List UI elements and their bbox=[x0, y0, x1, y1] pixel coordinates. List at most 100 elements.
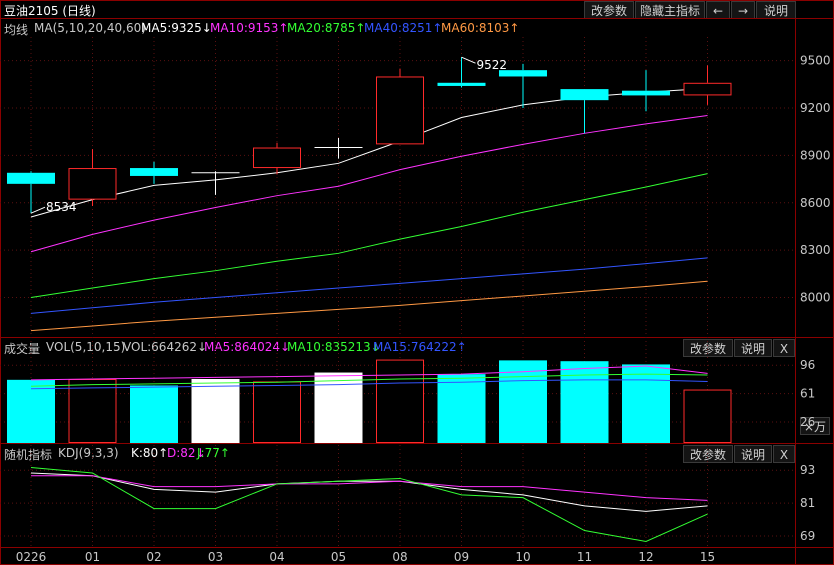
kdj-line-k bbox=[30, 472, 708, 512]
candle-body bbox=[7, 172, 55, 184]
x-tick-label: 01 bbox=[85, 550, 100, 564]
price-tick-label: 8900 bbox=[800, 148, 831, 162]
kdj-params: KDJ(9,3,3) bbox=[58, 446, 119, 460]
volume-tick-label: 61 bbox=[800, 387, 815, 401]
price-tick-label: 8600 bbox=[800, 196, 831, 210]
price-tick-label: 9200 bbox=[800, 101, 831, 115]
x-tick-label: 02 bbox=[146, 550, 161, 564]
candle-body bbox=[130, 168, 178, 176]
ma-line-ma20 bbox=[30, 173, 708, 299]
vol-ma5-value: MA5:864024↓ bbox=[204, 340, 291, 354]
x-tick-label: 11 bbox=[577, 550, 592, 564]
ma-label: 均线 bbox=[4, 23, 29, 37]
candle-body bbox=[437, 82, 486, 86]
candle-body bbox=[622, 90, 670, 96]
volume-tick-label: 96 bbox=[800, 358, 815, 372]
title-bar: 豆油2105 (日线) bbox=[0, 0, 834, 18]
volume-help-button[interactable]: 说明 bbox=[734, 339, 772, 357]
annotation-label: 8534 bbox=[46, 200, 77, 214]
annotation-leader bbox=[461, 56, 476, 64]
volume-tick-label: 26 bbox=[800, 415, 815, 429]
candle bbox=[376, 68, 424, 145]
volume-unit-button[interactable]: ×万 bbox=[800, 417, 830, 435]
candle bbox=[191, 171, 240, 195]
x-tick-label: 08 bbox=[392, 550, 407, 564]
candle-body bbox=[68, 168, 117, 200]
volume-close-icon[interactable]: X bbox=[773, 339, 795, 357]
kdj-label: 随机指标 bbox=[4, 448, 53, 462]
kdj-k-value: K:80↑ bbox=[131, 446, 169, 460]
volume-bar bbox=[191, 379, 240, 443]
ma-params: MA(5,10,20,40,60) bbox=[34, 21, 146, 35]
price-tick-label: 8300 bbox=[800, 243, 831, 257]
ma20-value: MA20:8785↑ bbox=[287, 21, 366, 35]
candle bbox=[253, 142, 301, 175]
kdj-j-value: J:77↑ bbox=[197, 446, 230, 460]
kdj-line-d bbox=[31, 475, 708, 501]
x-tick-label: 15 bbox=[700, 550, 715, 564]
candle-body bbox=[376, 76, 424, 145]
ma40-value: MA40:8251↑ bbox=[364, 21, 443, 35]
volume-bar bbox=[683, 389, 732, 444]
candle bbox=[499, 63, 547, 109]
volume-change-params-button[interactable]: 改参数 bbox=[683, 339, 733, 357]
volume-bar bbox=[376, 359, 424, 444]
candle bbox=[437, 57, 486, 88]
ma60-value: MA60:8103↑ bbox=[441, 21, 520, 35]
kdj-close-icon[interactable]: X bbox=[773, 445, 795, 463]
x-tick-label: 03 bbox=[208, 550, 223, 564]
kdj-help-button[interactable]: 说明 bbox=[734, 445, 772, 463]
symbol-title: 豆油2105 (日线) bbox=[4, 4, 96, 18]
volume-bar bbox=[68, 379, 117, 444]
kdj-line-j bbox=[30, 466, 708, 543]
volume-bar bbox=[130, 385, 178, 443]
ma-line-ma40 bbox=[30, 257, 708, 314]
volume-bar bbox=[437, 374, 486, 443]
candle bbox=[130, 161, 178, 184]
x-tick-label: 05 bbox=[331, 550, 346, 564]
price-tick-label: 9500 bbox=[800, 54, 831, 68]
candle bbox=[7, 171, 55, 214]
volume-ma-line-ma15 bbox=[30, 379, 708, 390]
ma-legend: 均线 MA(5,10,20,40,60) MA5:9325↓ MA10:9153… bbox=[0, 19, 834, 37]
candle-body bbox=[253, 147, 301, 169]
ma-line-ma10 bbox=[30, 114, 708, 253]
ma-line-ma60 bbox=[30, 280, 708, 332]
vol-value: VOL:664262↓ bbox=[123, 340, 208, 354]
volume-bar bbox=[253, 381, 301, 444]
x-tick-label: 04 bbox=[269, 550, 284, 564]
candle bbox=[683, 65, 732, 105]
volume-bar bbox=[7, 379, 55, 443]
kdj-d-value: D:82↓ bbox=[167, 446, 206, 460]
kdj-tick-label: 81 bbox=[800, 496, 815, 510]
x-tick-label: 10 bbox=[515, 550, 530, 564]
candle-body bbox=[560, 89, 609, 101]
ma5-value: MA5:9325↓ bbox=[141, 21, 212, 35]
x-tick-label: 0226 bbox=[16, 550, 47, 564]
kdj-tick-label: 69 bbox=[800, 529, 815, 543]
volume-bar bbox=[499, 360, 547, 443]
annotation-label: 9522 bbox=[477, 58, 508, 72]
price-tick-label: 8000 bbox=[800, 291, 831, 305]
candle bbox=[622, 70, 670, 112]
x-tick-label: 09 bbox=[454, 550, 469, 564]
vol-ma10-value: MA10:835213↓ bbox=[287, 340, 381, 354]
candle bbox=[314, 138, 363, 159]
volume-bar bbox=[314, 372, 363, 443]
volume-legend: 成交量 VOL(5,10,15) VOL:664262↓ MA5:864024↓… bbox=[0, 338, 834, 356]
candle-body bbox=[499, 70, 547, 77]
volume-bar bbox=[622, 364, 670, 443]
kdj-tick-label: 93 bbox=[800, 463, 815, 477]
x-tick-label: 12 bbox=[638, 550, 653, 564]
volume-ma-line-ma10 bbox=[30, 373, 708, 387]
candle bbox=[68, 149, 117, 206]
volume-params: VOL(5,10,15) bbox=[46, 340, 126, 354]
annotation-leader bbox=[30, 206, 46, 214]
candle-body bbox=[683, 82, 732, 96]
kdj-legend: 随机指标 KDJ(9,3,3) K:80↑ D:82↓ J:77↑ bbox=[0, 444, 834, 462]
volume-ma-line-ma5 bbox=[30, 365, 708, 381]
candle bbox=[560, 89, 609, 134]
volume-bar bbox=[560, 361, 609, 443]
ma10-value: MA10:9153↑ bbox=[210, 21, 289, 35]
